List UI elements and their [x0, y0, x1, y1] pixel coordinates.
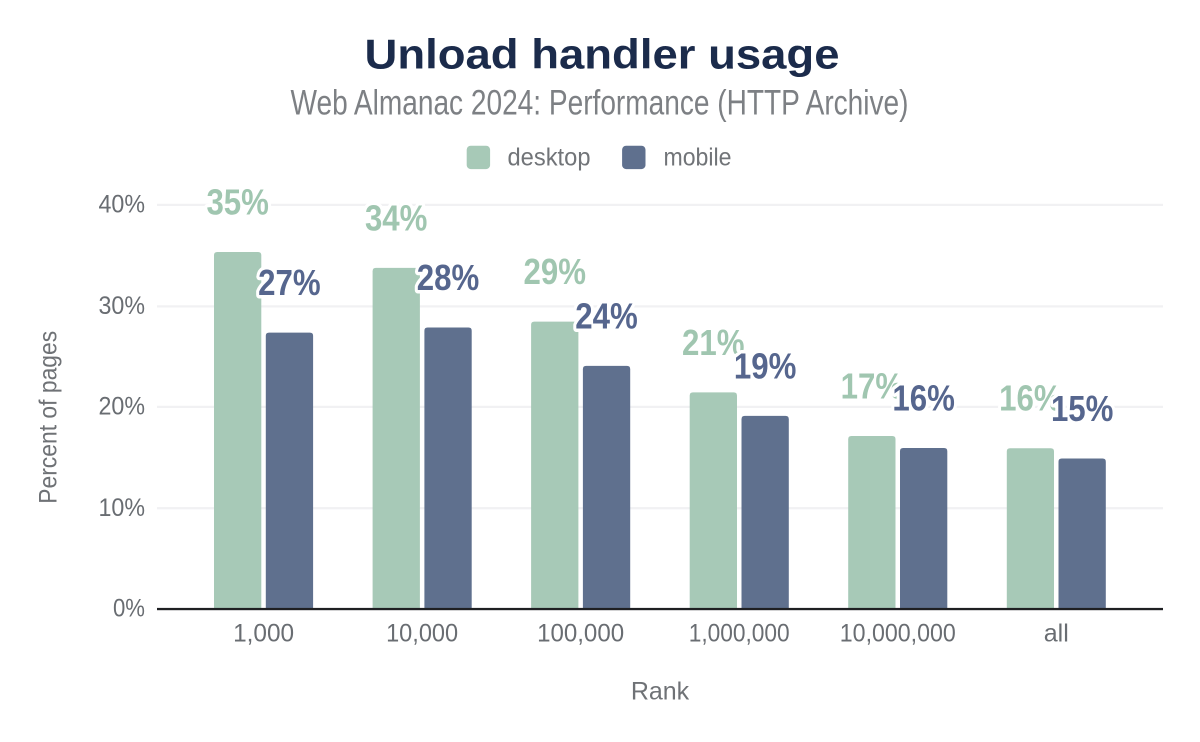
- svg-text:1,000,000: 1,000,000: [689, 619, 790, 647]
- svg-text:1,000: 1,000: [233, 619, 294, 647]
- svg-text:21%: 21%: [682, 322, 745, 363]
- svg-text:Web Almanac 2024: Performance: Web Almanac 2024: Performance (HTTP Arch…: [291, 84, 909, 123]
- svg-text:17%: 17%: [841, 366, 904, 407]
- svg-text:27%: 27%: [258, 262, 321, 303]
- svg-text:35%: 35%: [206, 182, 269, 223]
- svg-text:30%: 30%: [99, 292, 146, 320]
- svg-text:mobile: mobile: [664, 144, 732, 172]
- svg-text:Percent of pages: Percent of pages: [35, 331, 63, 504]
- svg-text:20%: 20%: [99, 393, 146, 421]
- svg-text:0%: 0%: [113, 595, 145, 623]
- svg-text:16%: 16%: [999, 378, 1062, 419]
- svg-text:100,000: 100,000: [537, 619, 624, 647]
- svg-text:16%: 16%: [892, 378, 955, 419]
- svg-text:28%: 28%: [417, 257, 480, 298]
- svg-text:Unload handler usage: Unload handler usage: [365, 31, 840, 78]
- svg-text:10,000: 10,000: [386, 619, 458, 647]
- svg-text:40%: 40%: [99, 191, 146, 219]
- svg-text:Rank: Rank: [631, 678, 690, 706]
- svg-text:desktop: desktop: [508, 144, 591, 172]
- svg-text:34%: 34%: [365, 197, 428, 238]
- svg-text:24%: 24%: [575, 295, 638, 336]
- svg-text:all: all: [1044, 619, 1069, 647]
- svg-text:19%: 19%: [734, 345, 797, 386]
- svg-text:29%: 29%: [524, 251, 587, 292]
- svg-text:10%: 10%: [99, 494, 146, 522]
- svg-text:15%: 15%: [1051, 388, 1114, 429]
- svg-text:10,000,000: 10,000,000: [840, 619, 956, 647]
